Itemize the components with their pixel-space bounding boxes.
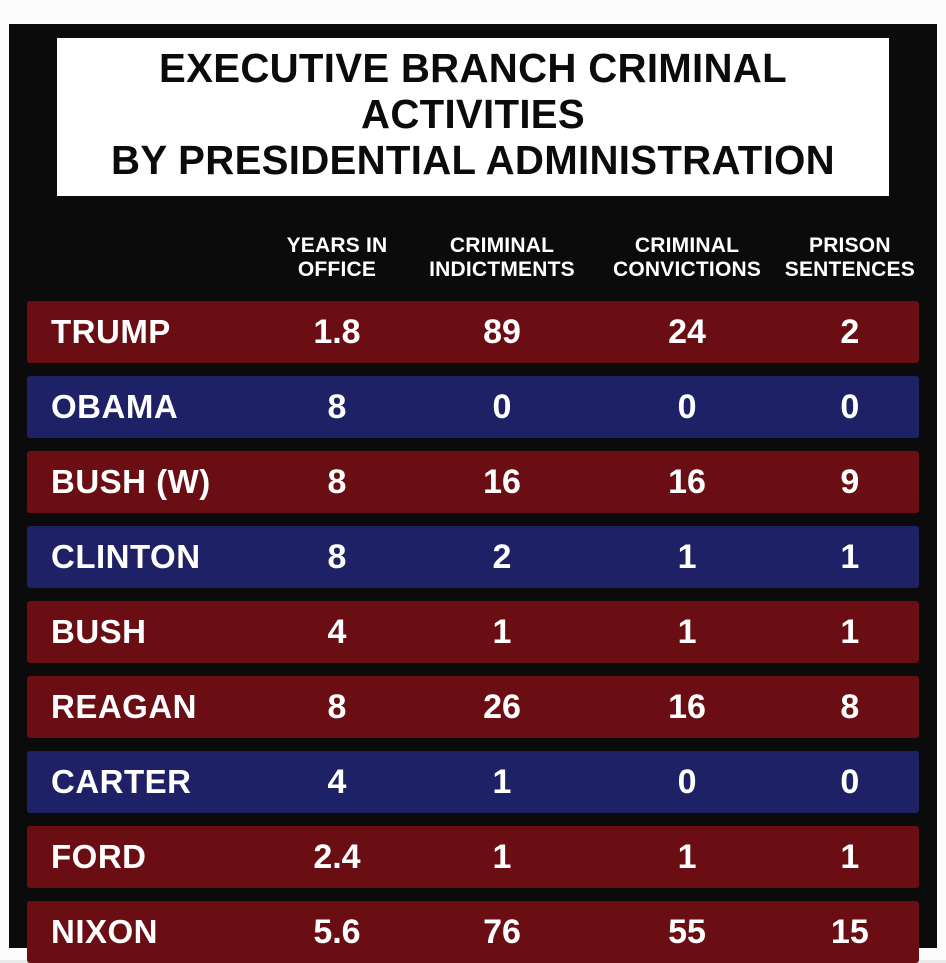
- table-header-row: YEARS IN OFFICE CRIMINAL INDICTMENTS CRI…: [27, 234, 919, 284]
- years-in-office-value: 8: [327, 537, 347, 576]
- prison-sentences-value: 0: [840, 387, 860, 426]
- president-name: CARTER: [51, 763, 192, 801]
- table-row-trump: TRUMP 1.8 89 24 2: [27, 301, 919, 364]
- table-row-carter: CARTER 4 1 0 0: [27, 751, 919, 814]
- criminal-indictments-value: 1: [492, 837, 512, 876]
- table-row-nixon: NIXON 5.6 76 55 15: [27, 901, 919, 963]
- table-row-bush: BUSH 4 1 1 1: [27, 601, 919, 664]
- page-title: EXECUTIVE BRANCH CRIMINAL ACTIVITIES BY …: [111, 45, 835, 183]
- years-in-office-value: 2.4: [313, 837, 361, 876]
- criminal-convictions-value: 0: [677, 387, 697, 426]
- president-name: BUSH: [51, 613, 147, 651]
- table-row-obama: OBAMA 8 0 0 0: [27, 376, 919, 439]
- criminal-indictments-value: 0: [492, 387, 512, 426]
- president-name: FORD: [51, 838, 147, 876]
- criminal-convictions-value: 1: [677, 612, 697, 651]
- prison-sentences-value: 1: [840, 837, 860, 876]
- president-name: NIXON: [51, 913, 159, 951]
- president-name: TRUMP: [51, 313, 171, 351]
- table-body: TRUMP 1.8 89 24 2 OBAMA 8 0 0 0 BUSH (W)…: [27, 301, 919, 963]
- years-in-office-value: 5.6: [313, 912, 361, 951]
- criminal-indictments-value: 16: [483, 462, 521, 501]
- infographic-panel: EXECUTIVE BRANCH CRIMINAL ACTIVITIES BY …: [9, 24, 937, 963]
- criminal-indictments-value: 76: [483, 912, 521, 951]
- criminal-indictments-value: 2: [492, 537, 512, 576]
- criminal-indictments-value: 1: [492, 612, 512, 651]
- years-in-office-value: 4: [327, 762, 347, 801]
- table-row-bush-w: BUSH (W) 8 16 16 9: [27, 451, 919, 514]
- criminal-convictions-value: 0: [677, 762, 697, 801]
- prison-sentences-value: 9: [840, 462, 860, 501]
- table-row-ford: FORD 2.4 1 1 1: [27, 826, 919, 889]
- criminal-convictions-value: 1: [677, 537, 697, 576]
- years-in-office-value: 1.8: [313, 312, 361, 351]
- prison-sentences-value: 0: [840, 762, 860, 801]
- president-name: CLINTON: [51, 538, 201, 576]
- years-in-office-value: 8: [327, 462, 347, 501]
- criminal-convictions-value: 55: [668, 912, 706, 951]
- years-in-office-value: 8: [327, 387, 347, 426]
- president-name: REAGAN: [51, 688, 198, 726]
- header-years-in-office: YEARS IN OFFICE: [286, 233, 388, 282]
- years-in-office-value: 8: [327, 687, 347, 726]
- header-criminal-convictions: CRIMINAL CONVICTIONS: [613, 233, 762, 282]
- prison-sentences-value: 2: [840, 312, 860, 351]
- criminal-convictions-value: 16: [668, 687, 706, 726]
- criminal-indictments-value: 1: [492, 762, 512, 801]
- criminal-convictions-value: 24: [668, 312, 706, 351]
- prison-sentences-value: 1: [840, 537, 860, 576]
- table-row-reagan: REAGAN 8 26 16 8: [27, 676, 919, 739]
- prison-sentences-value: 15: [830, 912, 869, 951]
- criminal-convictions-value: 16: [668, 462, 706, 501]
- prison-sentences-value: 1: [840, 612, 860, 651]
- years-in-office-value: 4: [327, 612, 347, 651]
- header-criminal-indictments: CRIMINAL INDICTMENTS: [429, 233, 575, 282]
- criminal-indictments-value: 89: [483, 312, 521, 351]
- criminal-indictments-value: 26: [483, 687, 521, 726]
- header-prison-sentences: PRISON SENTENCES: [784, 233, 915, 282]
- table-row-clinton: CLINTON 8 2 1 1: [27, 526, 919, 589]
- president-name: BUSH (W): [51, 463, 211, 501]
- criminal-convictions-value: 1: [677, 837, 697, 876]
- president-name: OBAMA: [51, 388, 179, 426]
- prison-sentences-value: 8: [840, 687, 860, 726]
- title-banner: EXECUTIVE BRANCH CRIMINAL ACTIVITIES BY …: [57, 38, 889, 196]
